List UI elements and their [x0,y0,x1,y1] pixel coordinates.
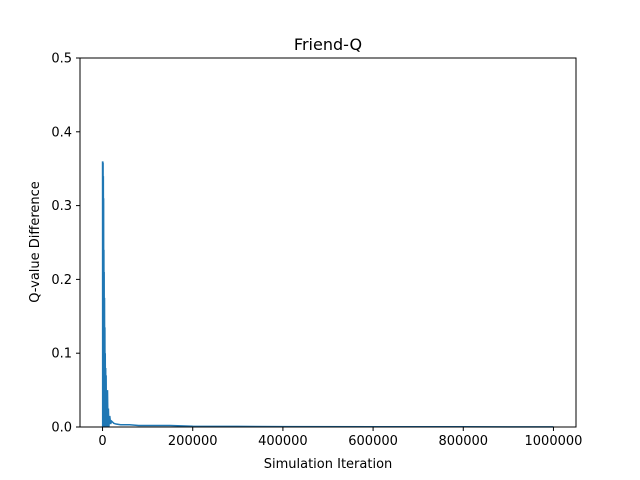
x-tick-label: 200000 [168,434,218,449]
x-tick-label: 400000 [258,434,308,449]
axes-frame [79,57,577,428]
y-axis-label: Q-value Difference [28,181,43,303]
y-tick-label: 0.1 [51,347,72,362]
x-tick-label: 800000 [438,434,488,449]
y-tick-label: 0.2 [51,273,72,288]
x-tick-label: 1000000 [525,434,583,449]
x-axis: 0 200000 400000 600000 800000 1000000 [98,427,582,449]
y-tick-label: 0.4 [51,125,72,140]
plot-area [101,161,554,428]
x-tick-label: 0 [98,434,106,449]
chart-title: Friend-Q [294,35,362,54]
y-tick-label: 0.3 [51,199,72,214]
y-tick-label: 0.0 [51,421,72,436]
series-line [101,161,554,428]
x-axis-label: Simulation Iteration [264,457,393,472]
y-tick-label: 0.5 [51,52,72,67]
y-axis: 0.0 0.1 0.2 0.3 0.4 0.5 [51,52,80,436]
x-tick-label: 600000 [348,434,398,449]
